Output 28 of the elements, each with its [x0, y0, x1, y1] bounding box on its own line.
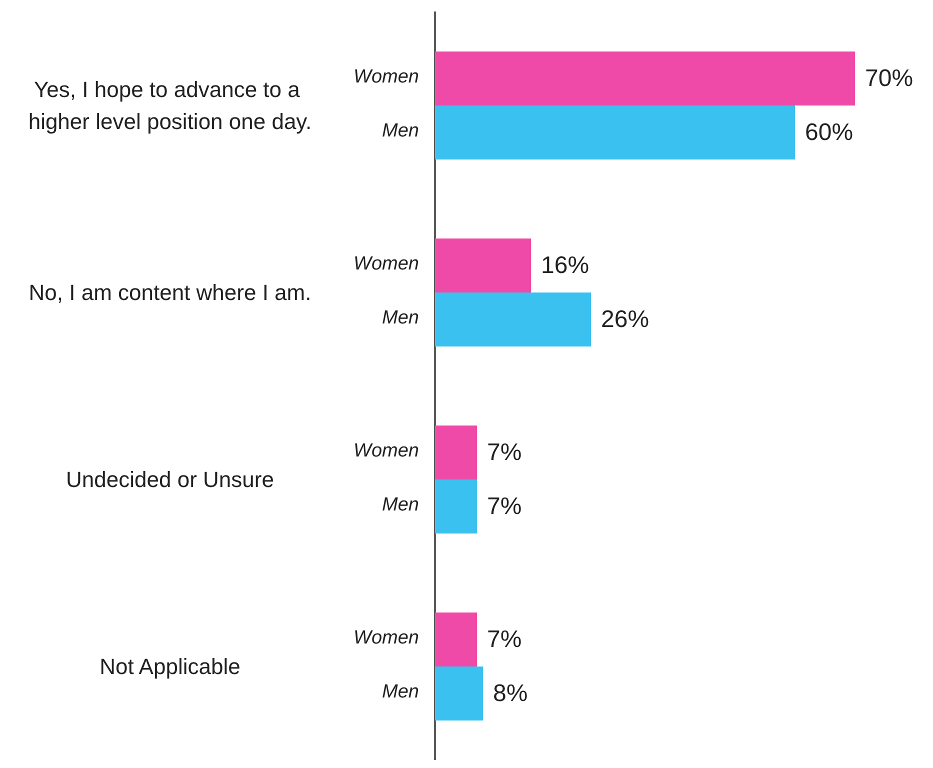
text: Women — [354, 440, 419, 462]
data-label: 70% — [865, 65, 914, 92]
data-label: 26% — [601, 306, 650, 333]
bar — [435, 666, 483, 720]
y-tick-label: Undecided or Unsure — [66, 467, 274, 492]
text: Women — [354, 254, 419, 274]
y-tick-label: No, I am content where I am. — [28, 280, 312, 305]
text: Men — [382, 682, 419, 702]
bar — [435, 52, 855, 106]
bar — [435, 106, 795, 160]
data-label: 8% — [493, 680, 528, 707]
data-label: 16% — [541, 252, 590, 279]
bar — [435, 292, 591, 346]
text: Men — [382, 308, 419, 328]
bar — [435, 480, 477, 534]
text: Women — [354, 628, 419, 648]
text: Men — [382, 494, 419, 516]
bar — [435, 612, 477, 666]
data-label: 7% — [487, 493, 522, 520]
bar — [435, 238, 531, 292]
y-tick-label: Not Applicable — [100, 654, 240, 679]
y-tick-label: Yes, I hope to advance to a higher level position one day. — [28, 77, 312, 134]
data-label: 7% — [487, 626, 522, 653]
series-label: Men — [382, 120, 419, 142]
data-label: 60% — [805, 119, 854, 146]
series-label: Women — [354, 66, 419, 88]
bar — [435, 426, 477, 480]
data-label: 7% — [487, 439, 522, 466]
